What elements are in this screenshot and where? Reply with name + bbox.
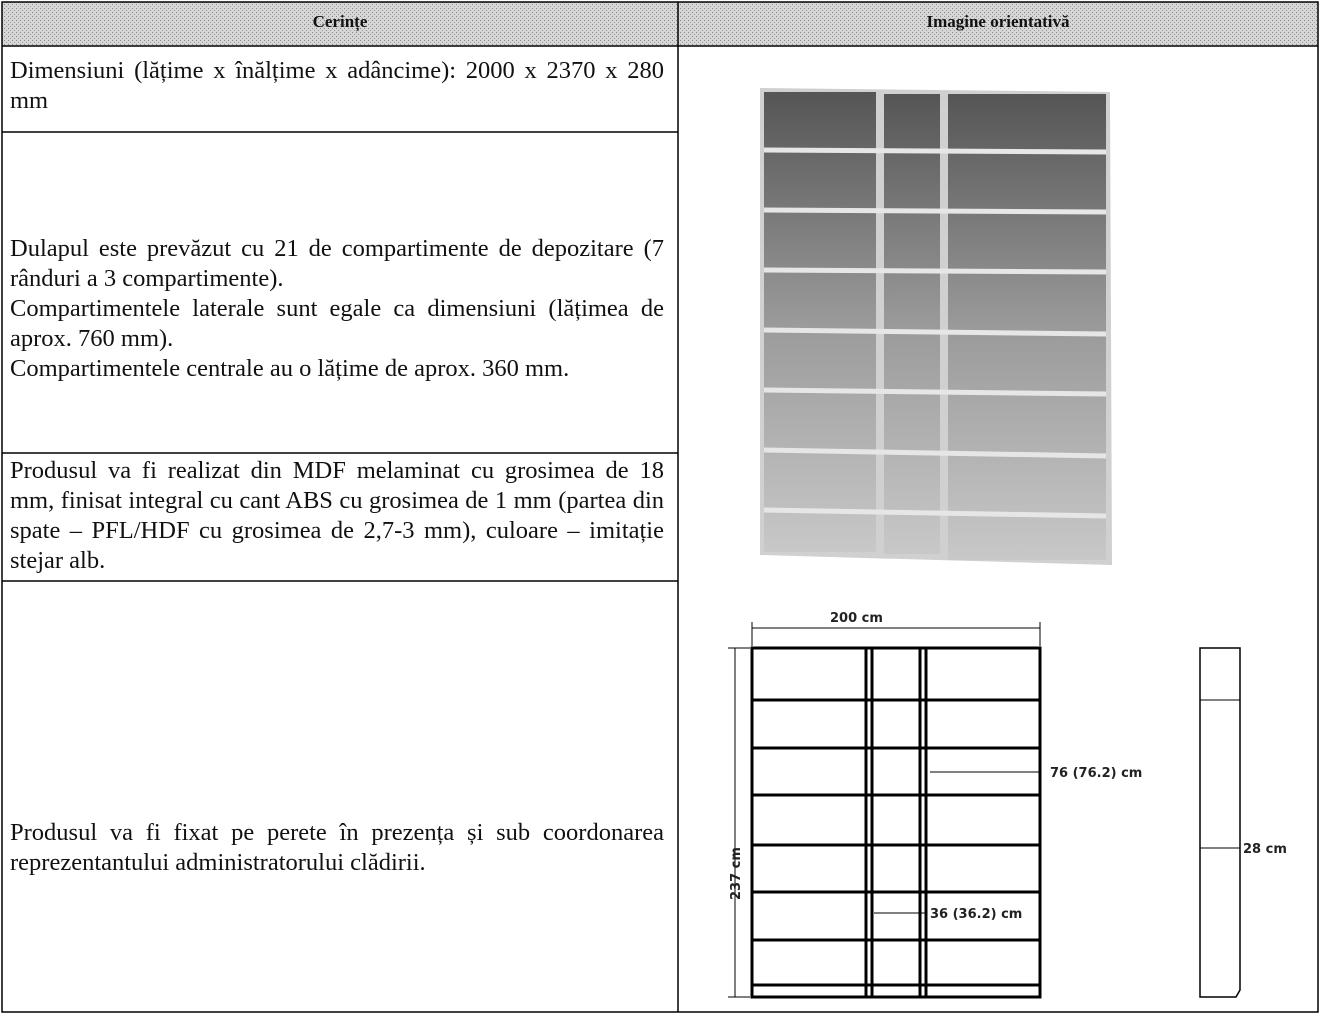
dim-label: 200 cm [830,611,883,626]
paragraph: Dimensiuni (lățime x înălțime x adâncime… [10,57,664,114]
paragraph: Compartimentele centrale au o lățime de … [10,355,570,382]
row-2: Dulapul este prevăzut cu 21 de compartim… [10,234,664,384]
header-cell: Cerințe [312,12,368,31]
paragraph: Produsul va fi realizat din MDF melamina… [10,457,664,574]
dim-label: 36 (36.2) cm [930,907,1022,922]
dim-label: 28 cm [1243,842,1287,857]
paragraph: Dulapul este prevăzut cu 21 de compartim… [10,235,664,292]
bookshelf-photo [760,88,1112,565]
paragraph: Compartimentele laterale sunt egale ca d… [10,295,664,352]
paragraph: Produsul va fi fixat pe perete în prezen… [10,819,664,876]
header-bg [2,2,1318,46]
row-1: Dimensiuni (lățime x înălțime x adâncime… [10,56,664,116]
dim-label: 237 cm [729,847,744,900]
row-4: Produsul va fi fixat pe perete în prezen… [10,818,664,878]
front-drawing [728,622,1042,999]
header-cell: Imagine orientativă [926,12,1070,31]
side-drawing [1199,647,1241,998]
dim-label: 76 (76.2) cm [1050,766,1142,781]
row-3: Produsul va fi realizat din MDF melamina… [10,456,664,576]
